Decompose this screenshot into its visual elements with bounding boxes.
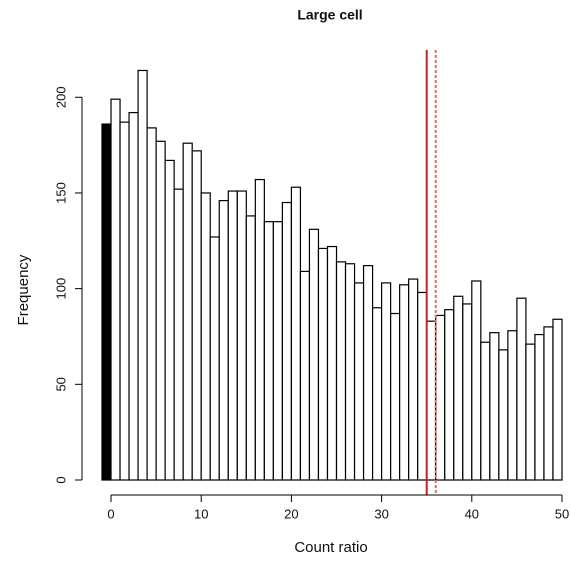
bar xyxy=(381,282,392,481)
bar xyxy=(435,314,446,481)
bar xyxy=(335,261,347,481)
bar xyxy=(362,265,374,481)
bar xyxy=(326,245,338,481)
bar xyxy=(182,142,193,481)
bar xyxy=(218,200,229,481)
bar xyxy=(399,284,410,481)
bar xyxy=(272,221,283,481)
y-tick-label: 0 xyxy=(53,476,68,483)
bar xyxy=(489,332,500,481)
y-tick-label: 50 xyxy=(53,377,68,391)
bar xyxy=(534,333,545,481)
bar xyxy=(236,190,247,481)
bar xyxy=(498,349,509,481)
bar xyxy=(290,186,302,481)
bar xyxy=(390,312,401,481)
bar xyxy=(353,282,365,481)
bar xyxy=(480,341,491,481)
bar xyxy=(101,123,112,481)
y-tick-label: 100 xyxy=(53,278,68,300)
bar xyxy=(408,278,419,481)
x-tick-label: 0 xyxy=(107,506,114,521)
bar xyxy=(128,111,139,481)
bar xyxy=(552,318,563,481)
bar xyxy=(227,190,238,481)
x-axis-label: Count ratio xyxy=(294,539,367,556)
bar xyxy=(119,121,130,481)
bar xyxy=(191,150,202,481)
chart-title: Large cell xyxy=(297,7,362,23)
bar xyxy=(471,280,482,481)
bar xyxy=(299,270,311,481)
y-tick-label: 150 xyxy=(53,182,68,204)
bar xyxy=(444,309,455,481)
bar xyxy=(245,215,256,481)
bar xyxy=(462,303,473,481)
bar xyxy=(155,140,166,481)
bar xyxy=(146,127,157,481)
bar xyxy=(453,295,464,481)
bar xyxy=(254,178,265,481)
bar xyxy=(344,263,356,481)
x-tick-label: 40 xyxy=(465,506,479,521)
y-axis-label: Frequency xyxy=(15,254,32,325)
bar xyxy=(308,228,320,481)
bar xyxy=(263,221,274,481)
bar xyxy=(137,69,148,481)
x-tick-label: 50 xyxy=(555,506,569,521)
bar xyxy=(281,201,293,481)
bar xyxy=(200,192,211,481)
bar xyxy=(371,307,383,481)
bar xyxy=(543,326,554,481)
bar xyxy=(426,320,437,481)
bar xyxy=(173,188,184,481)
x-tick-label: 10 xyxy=(194,506,208,521)
x-tick-label: 20 xyxy=(284,506,298,521)
x-tick-label: 30 xyxy=(374,506,388,521)
bar xyxy=(525,343,536,481)
bar xyxy=(507,330,518,481)
bar xyxy=(317,247,329,481)
bar xyxy=(164,159,175,481)
bar xyxy=(110,98,121,481)
bar xyxy=(417,291,428,481)
bar xyxy=(516,297,527,481)
bar xyxy=(209,236,220,481)
y-tick-label: 200 xyxy=(53,86,68,108)
